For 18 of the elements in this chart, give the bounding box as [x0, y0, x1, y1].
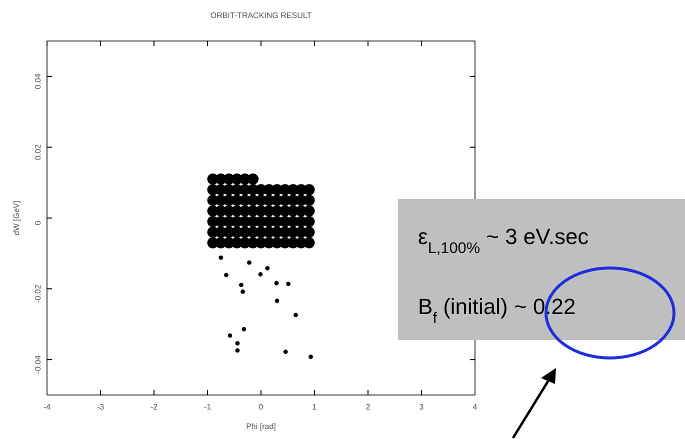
x-tick-label: 3 [419, 402, 424, 412]
y-tick-label: 0.04 [33, 73, 42, 90]
chart-title: ORBIT-TRACKING RESULT [210, 11, 312, 20]
x-axis-title: Phi [rad] [246, 422, 276, 431]
y-tick-label: 0.02 [33, 144, 42, 160]
x-tick-label: 1 [312, 402, 318, 412]
x-tick-label: 4 [472, 402, 478, 412]
y-axis-title: dW [GeV] [12, 200, 21, 236]
y-tick-label: -0.04 [33, 354, 42, 374]
x-tick-label: -2 [150, 402, 158, 412]
annotation: ε$_{L,100%}$ ~ 3 eV.sec [418, 224, 589, 256]
x-tick-label: -1 [204, 402, 212, 412]
x-tick-label: 0 [258, 402, 264, 412]
y-tick-label: -0.02 [33, 284, 42, 303]
x-tick-label: -3 [96, 402, 105, 412]
y-tick-label: 0 [33, 220, 42, 226]
x-tick-label: 2 [366, 402, 371, 412]
x-tick-label: -4 [43, 402, 52, 412]
